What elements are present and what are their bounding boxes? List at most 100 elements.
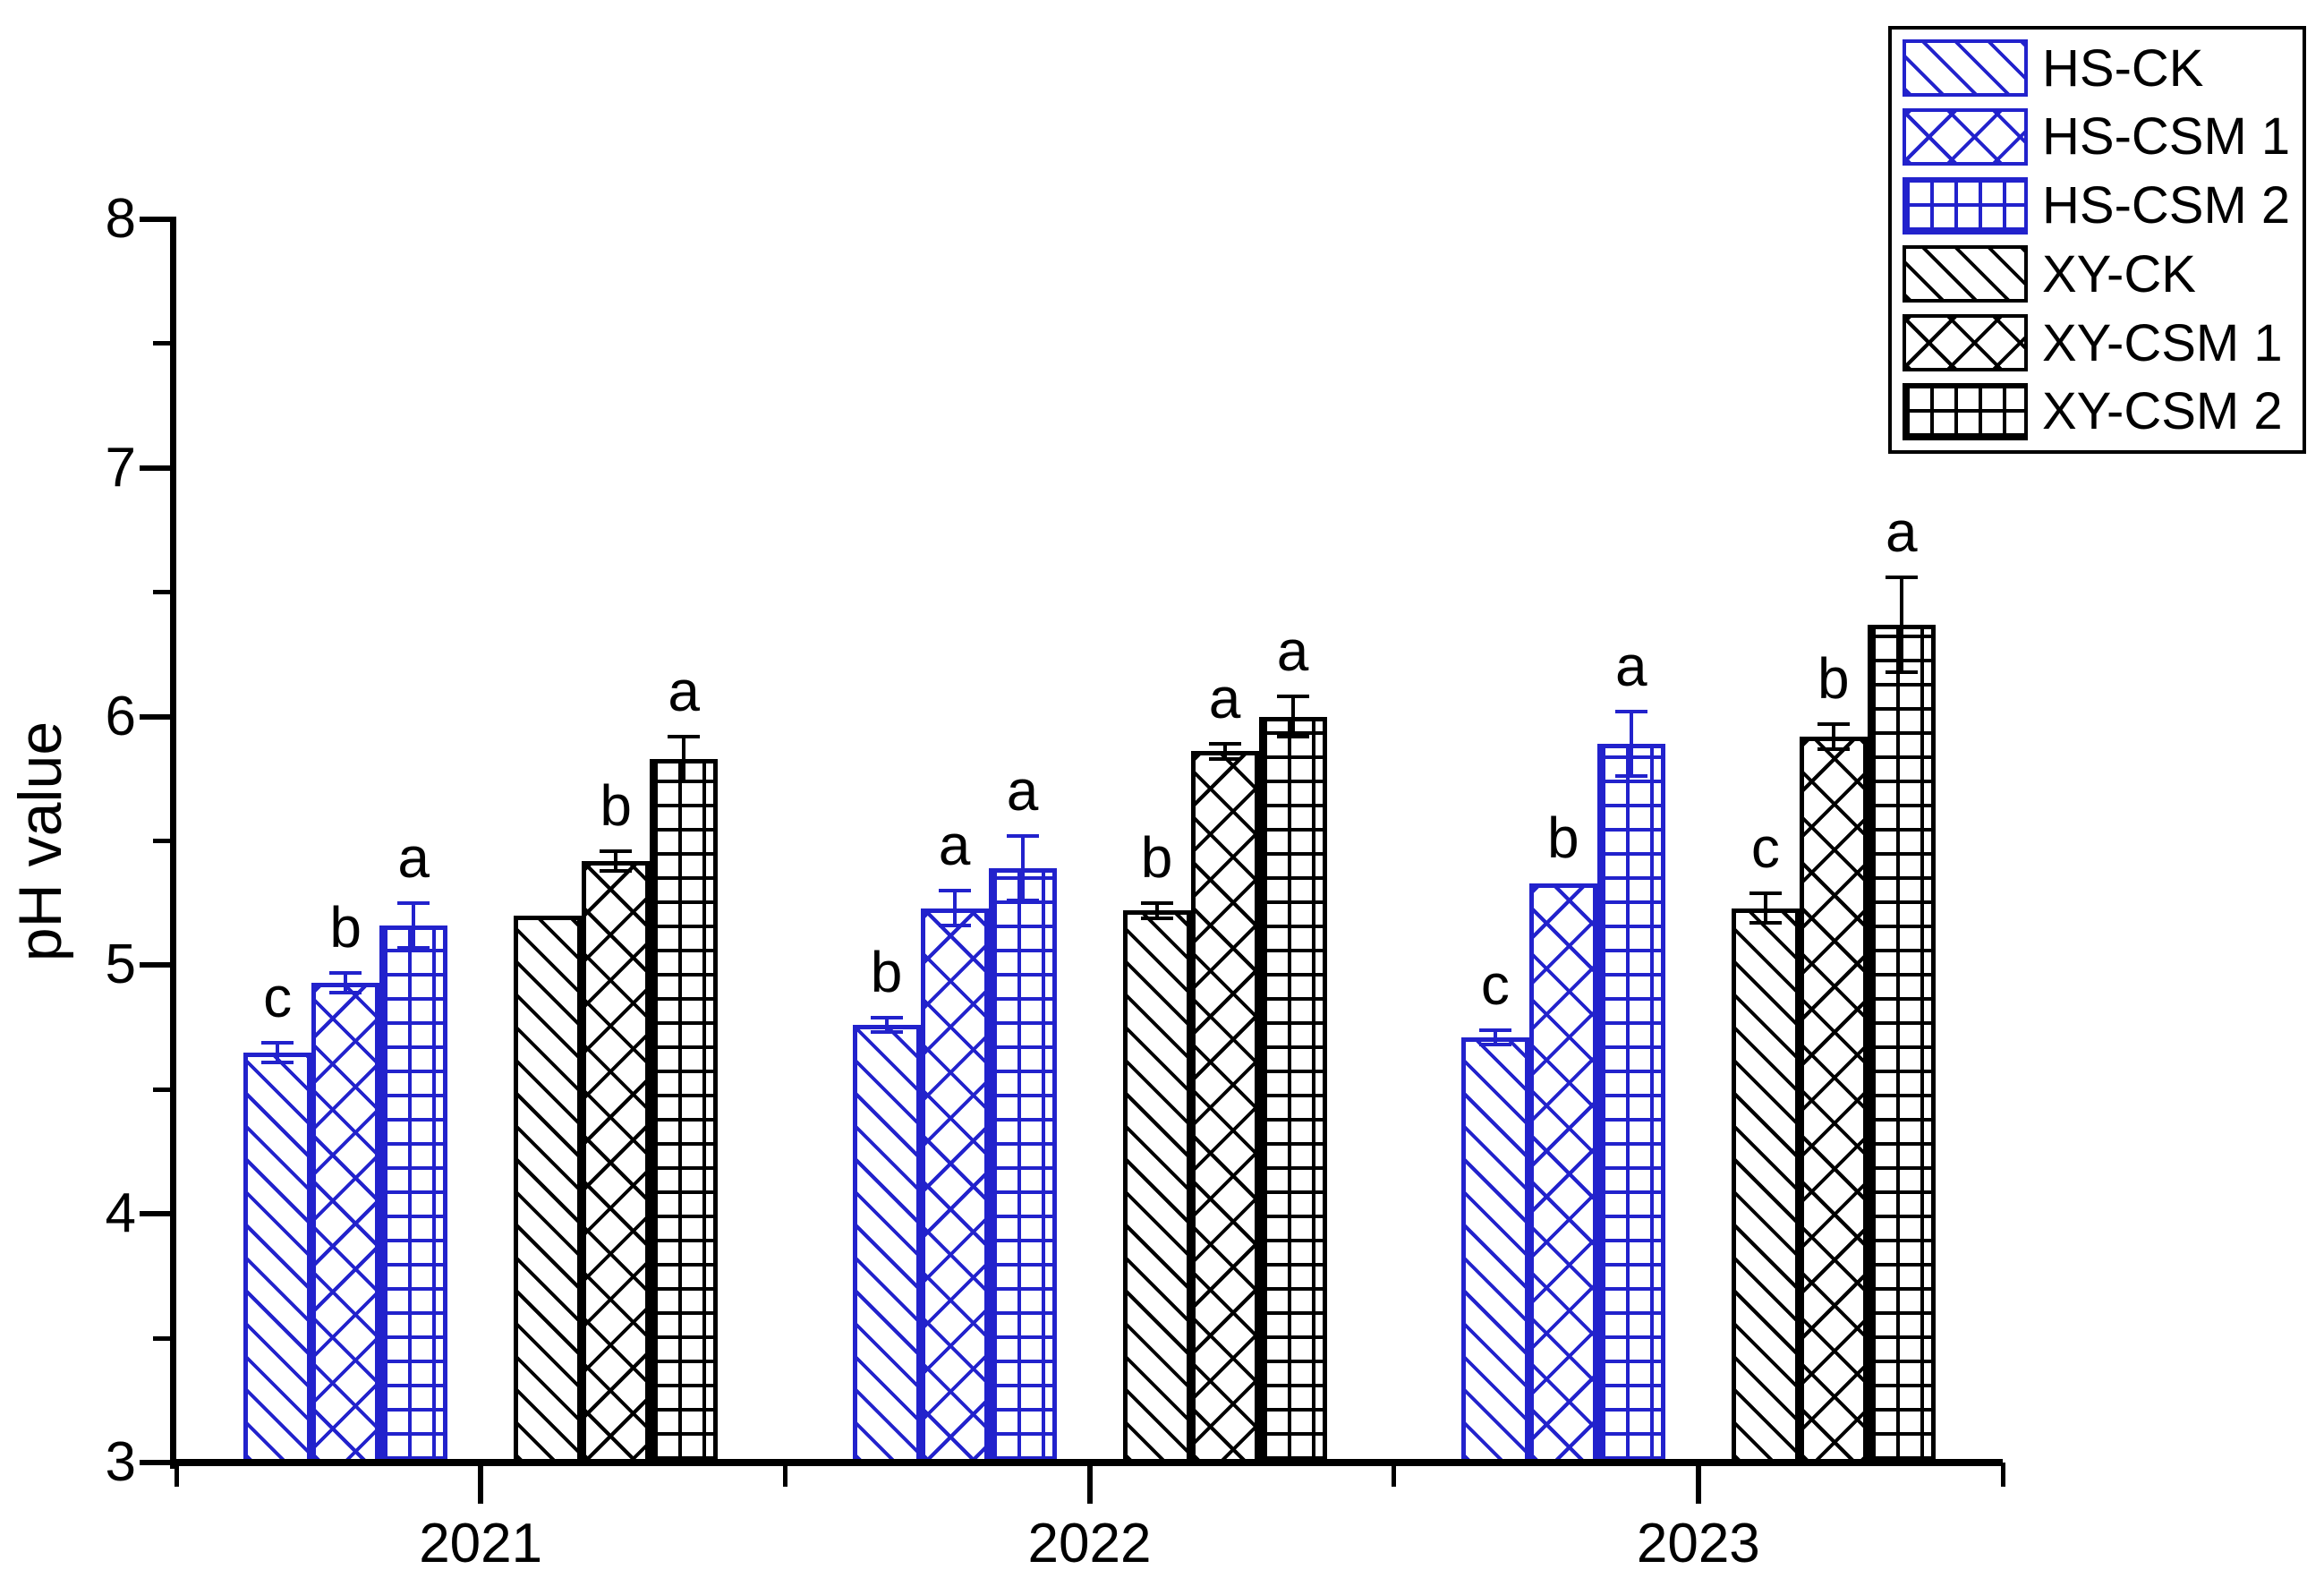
x-tick-label: 2023: [1636, 1513, 1760, 1574]
error-bar-cap-top: [668, 734, 701, 738]
significance-letter: a: [938, 813, 971, 878]
error-bar-line: [1154, 902, 1159, 918]
error-bar-cap-top: [1614, 710, 1647, 714]
error-bar-line: [1493, 1029, 1497, 1045]
error-bar-line: [1831, 723, 1835, 749]
bar-hs-csm-2-2023: [1596, 744, 1665, 1464]
significance-letter: b: [600, 772, 632, 838]
error-bar-cap-bottom: [1885, 670, 1918, 674]
significance-letter: b: [329, 894, 362, 960]
x-tick-major: [1695, 1463, 1701, 1504]
bar-hs-csm-2-2022: [988, 868, 1057, 1464]
error-bar-line: [1899, 577, 1903, 672]
legend-swatch-grid-icon: [1903, 176, 2028, 235]
significance-letter: a: [1208, 666, 1241, 731]
x-tick-major: [1086, 1463, 1093, 1504]
bar-hs-ck-2021: [243, 1052, 312, 1464]
error-bar-line: [884, 1017, 889, 1033]
y-tick-label: 3: [105, 1431, 136, 1493]
bar-hs-csm-2-2021: [379, 925, 448, 1464]
error-bar-cap-bottom: [1006, 899, 1039, 903]
x-tick-label: 2022: [1027, 1513, 1152, 1574]
legend-label: HS-CSM 2: [2042, 176, 2291, 235]
error-bar-line: [1020, 835, 1025, 901]
error-bar-line: [344, 972, 348, 993]
legend-swatch-cross-icon: [1903, 107, 2028, 166]
error-bar-line: [1629, 712, 1633, 777]
legend-item-hs-csm-2: HS-CSM 2: [1903, 176, 2303, 235]
significance-letter: c: [1480, 951, 1510, 1017]
error-bar-cap-top: [1478, 1028, 1511, 1032]
error-bar-cap-bottom: [1140, 916, 1173, 920]
error-bar-line: [276, 1042, 280, 1062]
bar-hs-ck-2023: [1460, 1036, 1529, 1464]
error-bar-cap-top: [870, 1015, 903, 1019]
x-tick-minor: [2000, 1463, 2005, 1487]
x-tick-minor: [782, 1463, 787, 1487]
legend-item-xy-csm-2: XY-CSM 2: [1903, 382, 2303, 441]
error-bar-cap-bottom: [938, 923, 971, 927]
legend-item-hs-csm-1: HS-CSM 1: [1903, 107, 2303, 166]
error-bar-cap-bottom: [329, 990, 362, 994]
significance-letter: c: [1750, 815, 1780, 880]
bar-hs-csm-1-2022: [920, 908, 989, 1464]
y-tick-major: [140, 1211, 170, 1217]
bar-hs-csm-1-2023: [1528, 883, 1597, 1464]
error-bar-cap-top: [397, 900, 430, 905]
legend-item-xy-csm-1: XY-CSM 1: [1903, 313, 2303, 372]
significance-letter: b: [1817, 645, 1850, 711]
error-bar-cap-bottom: [1817, 746, 1850, 751]
y-tick-major: [140, 1460, 170, 1465]
bar-xy-ck-2023: [1731, 908, 1800, 1464]
significance-letter: a: [1615, 634, 1647, 699]
legend-label: XY-CK: [2042, 244, 2196, 303]
error-bar-line: [952, 891, 957, 925]
error-bar-cap-top: [1208, 742, 1241, 746]
error-bar-cap-top: [1817, 721, 1850, 726]
bar-xy-csm-2-2021: [650, 758, 719, 1464]
error-bar-line: [1290, 696, 1295, 737]
error-bar-cap-bottom: [397, 945, 430, 950]
bar-xy-csm-2-2022: [1258, 716, 1327, 1464]
error-bar-cap-bottom: [261, 1060, 294, 1064]
significance-letter: b: [1140, 824, 1173, 890]
x-tick-minor: [174, 1463, 179, 1487]
y-tick-minor: [153, 1087, 170, 1092]
y-axis-title: pH value: [6, 721, 74, 962]
significance-letter: b: [870, 939, 903, 1004]
bar-xy-csm-1-2022: [1190, 751, 1259, 1464]
x-axis-line: [170, 1459, 2003, 1466]
legend-swatch-diag-icon: [1903, 39, 2028, 97]
y-tick-major: [140, 465, 170, 471]
significance-letter: b: [1547, 805, 1579, 870]
legend-item-hs-ck: HS-CK: [1903, 38, 2303, 98]
error-bar-cap-top: [261, 1040, 294, 1045]
y-axis-line: [170, 217, 176, 1469]
error-bar-cap-top: [1276, 695, 1309, 699]
error-bar-cap-top: [1749, 891, 1782, 895]
legend-label: HS-CSM 1: [2042, 107, 2291, 166]
bar-hs-ck-2022: [852, 1025, 921, 1464]
y-tick-minor: [153, 839, 170, 843]
error-bar-cap-bottom: [1276, 734, 1309, 738]
y-tick-major: [140, 217, 170, 222]
significance-letter: a: [668, 658, 700, 723]
y-tick-label: 8: [105, 188, 136, 250]
significance-letter: a: [1276, 618, 1309, 684]
error-bar-cap-top: [1140, 900, 1173, 905]
error-bar-line: [682, 736, 686, 781]
significance-letter: a: [397, 824, 430, 890]
error-bar-line: [614, 850, 618, 871]
error-bar-cap-top: [600, 849, 633, 853]
bar-xy-ck-2021: [514, 915, 583, 1464]
x-tick-major: [478, 1463, 484, 1504]
bar-xy-csm-1-2023: [1799, 736, 1868, 1464]
error-bar-cap-top: [1006, 833, 1039, 838]
y-tick-label: 6: [105, 685, 136, 747]
error-bar-cap-bottom: [668, 779, 701, 783]
significance-letter: c: [263, 964, 293, 1029]
x-tick-minor: [1392, 1463, 1397, 1487]
y-tick-label: 7: [105, 436, 136, 499]
legend-label: XY-CSM 2: [2042, 382, 2283, 441]
